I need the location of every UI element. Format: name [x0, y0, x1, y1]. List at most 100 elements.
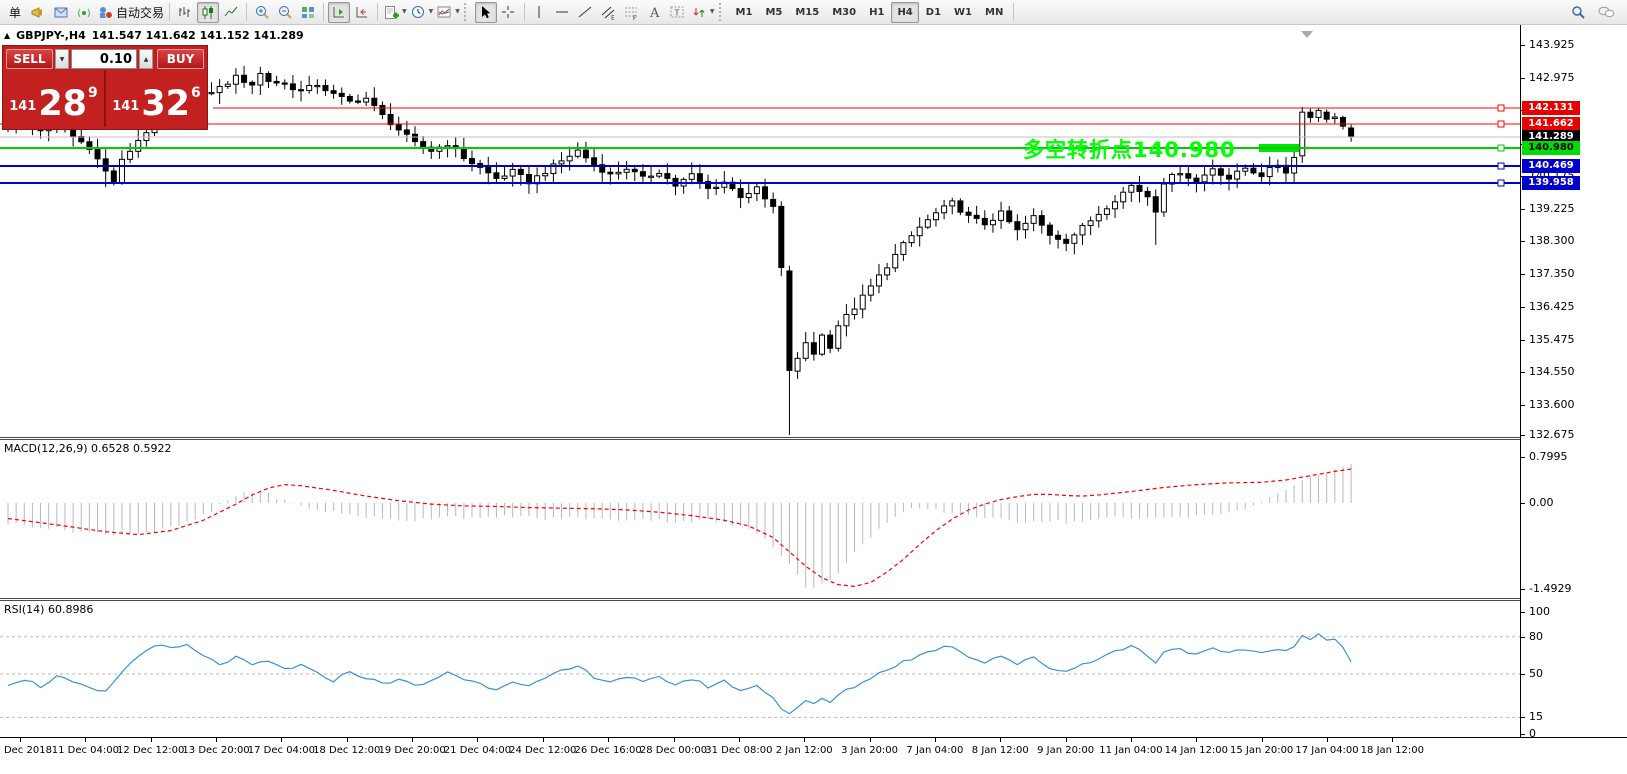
time-axis-label: 7 Jan 04:00 [906, 745, 964, 756]
price-axis-label: 133.600 [1529, 398, 1575, 411]
volume-decrease-button[interactable]: ▼ [55, 49, 69, 69]
templates-button[interactable]: ▼ [435, 2, 461, 23]
period-h1-button[interactable]: H1 [869, 6, 885, 18]
price-axis[interactable]: 143.925142.975142.050141.100140.175139.2… [1520, 25, 1627, 740]
tile-windows-icon [301, 6, 314, 18]
volume-input[interactable] [71, 49, 137, 69]
collapse-marker-icon[interactable]: ▲ [4, 31, 11, 40]
cursor-tool-button[interactable] [474, 1, 497, 23]
candle-body [1193, 177, 1200, 183]
period-m15-button[interactable]: M15 [795, 6, 820, 18]
chart-shift-marker-icon[interactable] [1301, 31, 1313, 38]
macd-pane[interactable]: MACD(12,26,9) 0.6528 0.5922 [0, 440, 1520, 598]
auto-scroll-button[interactable] [351, 2, 373, 23]
line-chart-mode-button[interactable] [220, 2, 242, 23]
line-handle[interactable] [1497, 104, 1505, 112]
bar-chart-mode-button[interactable] [174, 2, 196, 23]
candle-body [867, 285, 874, 296]
sell-price-display[interactable]: 141 28 9 [3, 70, 106, 127]
candle-body [623, 168, 630, 173]
auto-trading-icon [100, 6, 113, 19]
candle-body [981, 217, 988, 226]
candle-body [1234, 170, 1241, 180]
candle-body [1339, 116, 1346, 127]
trendline-tool-button[interactable] [575, 2, 597, 23]
indicators-button[interactable]: ▼ [382, 2, 408, 23]
auto-trading-button[interactable]: 自动交易 [96, 2, 165, 23]
channel-tool-button[interactable]: E [598, 2, 620, 23]
candlestick-mode-button[interactable] [197, 1, 220, 23]
candle-body [631, 168, 638, 173]
period-mn-button[interactable]: MN [985, 6, 1004, 18]
candlestick-chart-canvas[interactable] [0, 25, 1520, 437]
time-axis-label: 19 Dec 20:00 [378, 745, 446, 756]
time-axis-label: 18 Jan 12:00 [1360, 745, 1425, 756]
macd-axis-label: 0.00 [1529, 496, 1554, 509]
period-w1-button[interactable]: W1 [954, 6, 973, 18]
sell-button[interactable]: SELL [6, 49, 53, 69]
candle-body [843, 313, 850, 327]
candle-body [794, 357, 801, 372]
buy-button[interactable]: BUY [157, 49, 204, 69]
pane-splitter[interactable] [0, 598, 1627, 601]
time-axis-label: 24 Dec 12:00 [509, 745, 577, 756]
time-axis-tick [542, 738, 544, 742]
signals-button[interactable] [73, 2, 95, 23]
price-axis-label: 134.550 [1529, 365, 1575, 378]
line-handle[interactable] [1497, 179, 1505, 187]
time-axis-tick [934, 738, 936, 742]
zoom-in-button[interactable] [251, 2, 273, 23]
chat-button[interactable] [1595, 2, 1617, 23]
template-chart-icon [437, 6, 451, 17]
candle-body [1177, 173, 1184, 176]
crosshair-tool-button[interactable] [498, 2, 520, 23]
caret-up-icon: ▲ [143, 55, 149, 63]
rsi-pane[interactable]: RSI(14) 60.8986 [0, 601, 1520, 737]
toolbar: 单 自动交易 [0, 0, 1627, 25]
period-m5-button[interactable]: M5 [765, 6, 783, 18]
period-d1-button[interactable]: D1 [925, 6, 942, 18]
text-tool-button[interactable]: A [644, 2, 666, 23]
candle-body [78, 135, 85, 143]
volume-increase-button[interactable]: ▲ [139, 49, 153, 69]
alerts-button[interactable] [27, 2, 49, 23]
line-handle[interactable] [1497, 144, 1505, 152]
candle-body [208, 92, 215, 95]
candle-body [412, 133, 418, 143]
period-h4-button[interactable]: H4 [891, 1, 919, 23]
periods-button[interactable]: ▼ [409, 2, 435, 23]
mailbox-button[interactable] [50, 2, 72, 23]
line-handle[interactable] [1497, 162, 1505, 170]
pivot-annotation-text[interactable]: 多空转折点140.980 [1023, 138, 1236, 162]
trendline-icon [579, 6, 592, 17]
new-order-button[interactable]: 单 [4, 2, 26, 23]
period-m30-button[interactable]: M30 [832, 6, 857, 18]
zoom-out-button[interactable] [274, 2, 296, 23]
price-badge-141.662: 141.662 [1522, 117, 1580, 131]
price-axis-label: 139.225 [1529, 202, 1575, 215]
chart-shift-button[interactable] [328, 1, 351, 23]
candle-body [273, 80, 280, 84]
toolbar-separator [1013, 3, 1015, 21]
toolbar-grip [718, 3, 725, 21]
text-icon: A [649, 6, 660, 21]
horizontal-line-tool-button[interactable] [552, 2, 574, 23]
line-handle[interactable] [1497, 120, 1505, 128]
macd-chart-canvas[interactable] [0, 440, 1520, 598]
text-label-tool-button[interactable]: T [667, 2, 689, 23]
vertical-line-tool-button[interactable] [529, 2, 551, 23]
arrows-tool-button[interactable]: ▼ [690, 2, 716, 23]
price-axis-tick [1521, 209, 1525, 210]
buy-price-display[interactable]: 141 32 6 [112, 84, 201, 124]
price-axis-label: 142.975 [1529, 71, 1575, 84]
main-chart-pane[interactable]: ▲ GBPJPY-,H4 141.547 141.642 141.152 141… [0, 25, 1520, 437]
candle-body [713, 186, 720, 189]
tile-windows-button[interactable] [297, 2, 319, 23]
search-button[interactable] [1567, 2, 1589, 23]
candle-body [1242, 167, 1249, 172]
rsi-chart-canvas[interactable] [0, 601, 1520, 737]
pane-splitter[interactable] [0, 437, 1627, 440]
fibonacci-tool-button[interactable]: F [621, 2, 643, 23]
period-m1-button[interactable]: M1 [735, 6, 753, 18]
